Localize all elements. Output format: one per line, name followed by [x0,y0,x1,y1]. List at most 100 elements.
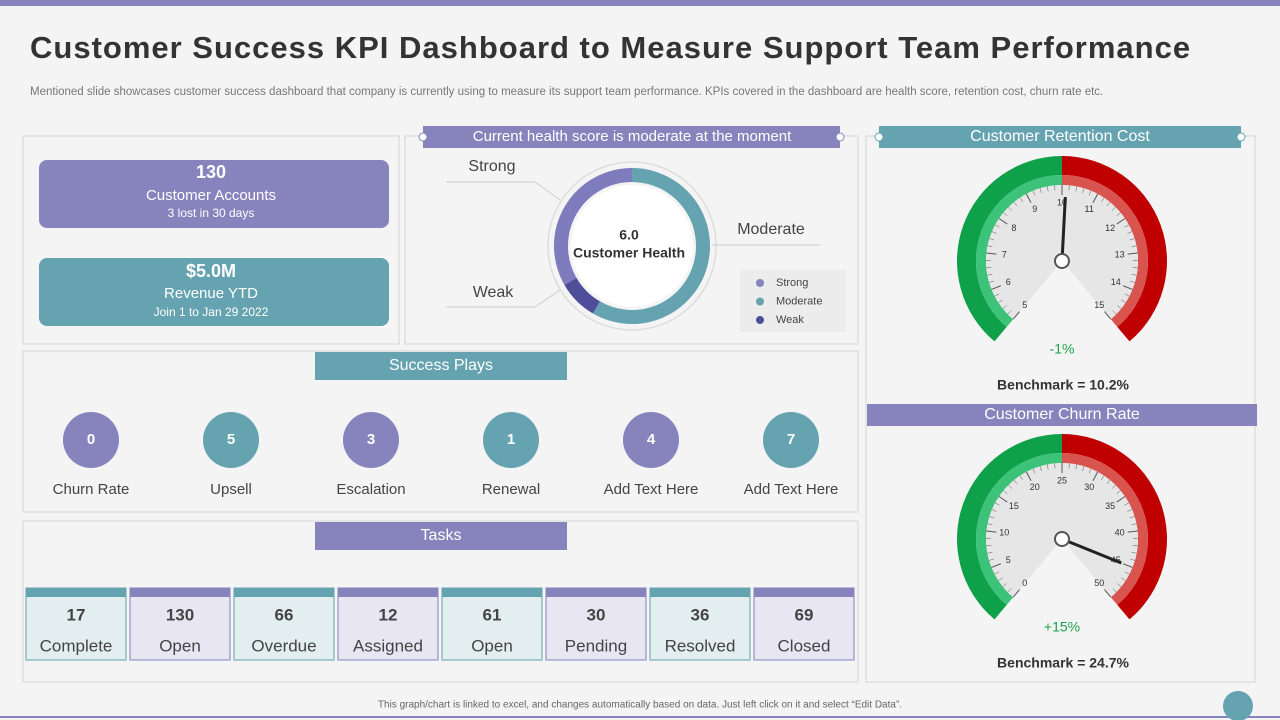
play-value: 7 [787,431,795,448]
callout: Moderate [737,221,805,238]
subtitle: Mentioned slide showcases customer succe… [30,86,1103,98]
gauge-tick [1101,197,1105,203]
task-stripe [650,588,750,597]
legend-items: Strong Moderate Weak [756,277,822,326]
gauge-tick [1082,466,1085,472]
dot [874,132,884,142]
gauge-tick [1104,589,1112,598]
kpi-value: 130 [196,162,226,182]
play-circle [63,412,119,468]
gauge-tick-label: 5 [1022,300,1027,310]
gauge-tick [1075,186,1078,192]
task-value: 12 [379,605,398,624]
play-label: Renewal [482,481,540,498]
play-value: 5 [227,431,235,448]
kpi-value: $5.0M [186,261,236,281]
task-stripe [546,588,646,597]
gauge-tick [991,285,1001,290]
gauge-tick [989,558,994,561]
gauge-tick [1025,193,1032,203]
section-bar [315,522,567,550]
task-label: Open [159,636,201,655]
gauge-tick [1116,496,1126,503]
gauge-tick [987,274,993,276]
task-value: 17 [67,605,86,624]
gauge-tick-label: 11 [1085,204,1094,214]
gauge-tick-label: 25 [1057,475,1067,485]
gauge-delta: -1% [1050,341,1075,357]
section-bar [879,126,1241,148]
task-label: Pending [565,636,627,655]
gauge-tick [987,523,993,525]
gauge-tick-label: 15 [1094,300,1104,310]
gauge-tick [1123,285,1133,290]
gauge-hub [1054,253,1070,269]
gauge-tick [1117,305,1122,309]
play-label: Add Text Here [604,481,699,498]
play-label: Add Text Here [744,481,839,498]
gauge-tick [1123,563,1133,568]
task-value: 69 [795,605,814,624]
gauge-tick [1101,475,1105,481]
gauge-tick-label: 5 [1006,555,1011,565]
gauge-band [1062,452,1148,605]
task-value: 30 [587,605,606,624]
top-band [0,0,1280,6]
corner-dot [1223,691,1253,720]
section-title: Customer Retention Cost [970,128,1150,145]
gauge-tick [1003,490,1008,494]
gauge-tick-label: 10 [999,527,1009,537]
gauge-face [986,462,1138,598]
gauge-tick [1007,588,1012,593]
gauge-tick [986,530,997,533]
gauge-tick [1046,464,1049,470]
task-stripe [338,588,438,597]
kpi-note: Join 1 to Jan 29 2022 [154,305,269,319]
dot [418,132,428,142]
donut-segment [593,168,710,324]
gauge-tick [1111,206,1116,211]
gauge-tick [1032,468,1036,474]
legend-swatch [756,279,764,287]
section-title: Success Plays [389,357,493,374]
gauge-tick-label: 15 [1009,501,1019,511]
gauge-tick [1013,201,1018,207]
gauge-tick-label: 40 [1115,527,1125,537]
legend-label: Moderate [776,295,822,307]
gauge-tick [1130,280,1135,283]
gauge-tick [995,502,1000,506]
gauge-tick [1104,311,1112,320]
score: 6.0 [619,227,639,243]
task-box [441,587,543,661]
gauge-tick-label: 10 [1057,197,1067,207]
gauge-tick [1046,186,1049,192]
kpi-box [39,258,389,326]
gauges: 5 6 7 8 9 10 11 12 13 14 15 -1% Benchmark = 10.2% 0 5 1… [957,156,1167,671]
benchmark: Benchmark = 24.7% [997,655,1129,671]
section-title: Current health score is moderate at the … [473,128,792,145]
kpi-label: Customer Accounts [146,187,276,204]
play-circle [763,412,819,468]
gauge-tick [1003,212,1008,216]
plays: 0 Churn Rate 5 Upsell 3 Escalation 1 Renewal 4 Ad… [53,412,839,498]
gauge-tick [1007,310,1012,315]
gauge-band [976,453,1062,605]
gauge-tick-label: 6 [1006,277,1011,287]
gauge-tick [1082,188,1085,194]
gauge-tick [1127,252,1138,255]
play-label: Churn Rate [53,481,130,498]
gauge-tick [1039,466,1042,472]
section-title: Tasks [421,527,462,544]
gauge-band [976,174,1062,327]
legend-swatch [756,316,764,324]
gauge-tick [1131,274,1137,276]
title: Customer Success KPI Dashboard to Measur… [30,30,1191,65]
donut [554,168,710,324]
gauge-tick [1124,224,1129,228]
gauge-tick [994,293,1000,297]
gauge-tick [994,571,1000,575]
gauge-tick [1112,310,1117,315]
gauge-tick [1012,589,1020,598]
gauge-hub [1054,531,1070,547]
